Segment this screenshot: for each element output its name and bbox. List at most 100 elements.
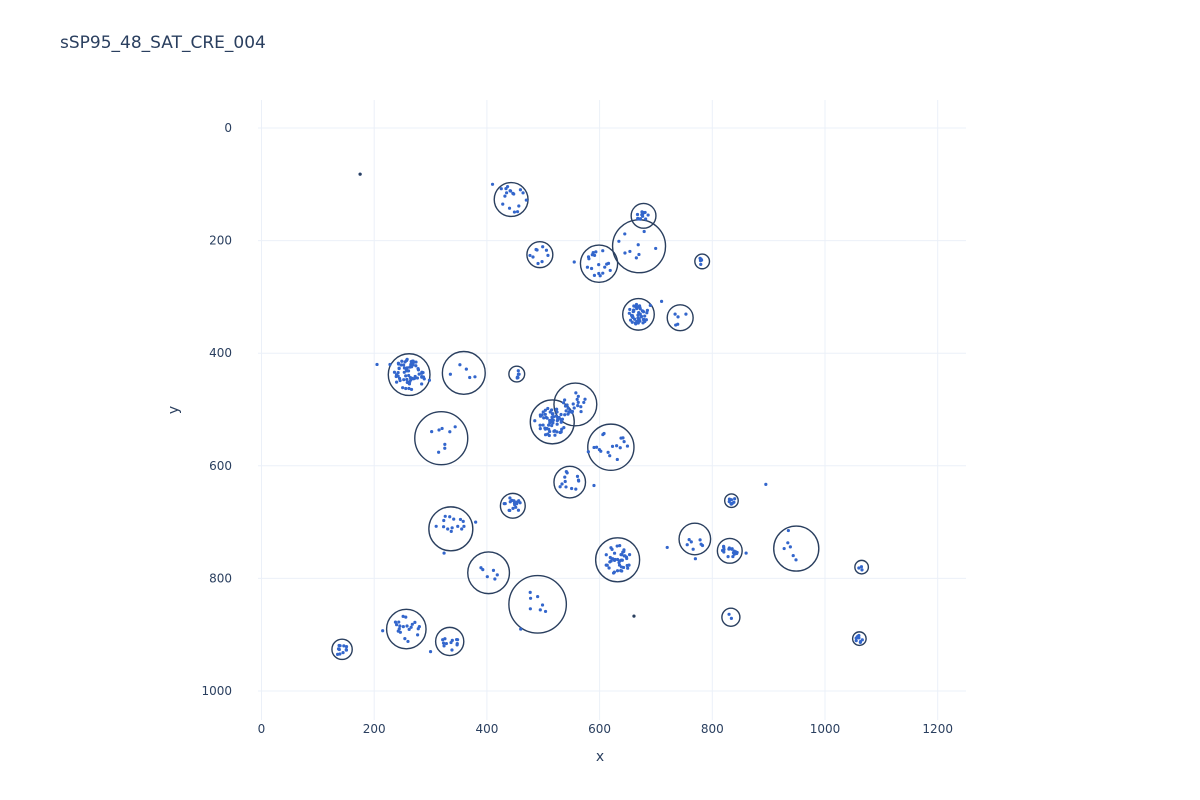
data-point xyxy=(594,445,599,449)
data-point xyxy=(517,204,521,208)
data-point xyxy=(401,625,405,629)
data-point xyxy=(427,378,432,382)
data-point xyxy=(731,554,735,559)
data-point xyxy=(381,629,385,633)
data-point xyxy=(646,213,650,217)
data-point xyxy=(538,427,542,431)
data-point xyxy=(617,239,621,243)
data-point xyxy=(542,416,546,420)
data-point xyxy=(394,380,399,384)
data-point xyxy=(514,505,518,509)
y-tick-label: 0 xyxy=(224,121,232,135)
data-point xyxy=(571,402,575,406)
data-point xyxy=(409,387,414,392)
data-point xyxy=(720,548,725,553)
data-point xyxy=(782,546,786,551)
data-point xyxy=(592,445,596,450)
data-point xyxy=(585,265,590,269)
data-point xyxy=(454,637,459,642)
data-point xyxy=(490,182,495,186)
y-tick-label: 600 xyxy=(209,459,232,473)
data-point xyxy=(410,359,415,363)
data-point xyxy=(612,558,617,563)
data-point xyxy=(563,404,568,408)
data-point xyxy=(396,370,400,375)
data-point xyxy=(417,625,421,629)
cluster-circle xyxy=(622,297,655,331)
data-point xyxy=(528,596,533,600)
y-tick-label: 200 xyxy=(209,234,232,248)
data-point xyxy=(434,524,438,528)
outlier-point xyxy=(358,172,362,176)
cluster-circle xyxy=(721,607,741,627)
cluster-circle xyxy=(385,608,427,650)
x-tick-label: 400 xyxy=(475,722,498,736)
data-point xyxy=(640,309,645,313)
data-point xyxy=(628,249,632,254)
data-point xyxy=(612,570,617,574)
data-point xyxy=(638,312,642,316)
data-point xyxy=(636,316,640,320)
data-point xyxy=(515,376,519,380)
data-point xyxy=(619,436,623,440)
data-point xyxy=(540,603,545,607)
data-point xyxy=(555,410,559,414)
data-point xyxy=(553,433,557,437)
cluster-circle xyxy=(499,492,526,519)
data-point xyxy=(450,648,454,652)
data-point xyxy=(699,257,703,261)
cluster-circle xyxy=(414,411,469,466)
data-point xyxy=(627,563,631,567)
data-point xyxy=(727,612,731,616)
data-point xyxy=(687,538,691,542)
data-point xyxy=(508,500,512,504)
data-point xyxy=(499,187,503,191)
data-point xyxy=(561,401,566,405)
data-point xyxy=(622,440,626,444)
data-point xyxy=(592,273,597,277)
data-point xyxy=(485,575,489,579)
data-point xyxy=(448,372,452,376)
data-point xyxy=(764,482,768,486)
data-point xyxy=(481,568,485,572)
data-point xyxy=(636,243,640,247)
x-tick-labels: 0 200 400 600 800 1000 1200 xyxy=(258,722,953,736)
data-point xyxy=(461,519,465,523)
data-point xyxy=(493,577,497,581)
data-point xyxy=(515,500,519,504)
data-point xyxy=(538,423,542,427)
data-point xyxy=(645,308,650,312)
data-point xyxy=(625,556,629,561)
data-point xyxy=(519,627,523,631)
data-point xyxy=(452,517,456,521)
data-point xyxy=(576,400,580,404)
data-point xyxy=(543,408,547,412)
data-point xyxy=(632,308,636,312)
data-point xyxy=(416,633,420,637)
data-point xyxy=(449,640,453,645)
data-point xyxy=(574,391,578,395)
cluster-circle xyxy=(467,551,511,595)
data-point xyxy=(554,414,558,418)
data-point xyxy=(618,544,622,548)
data-point xyxy=(536,261,540,266)
data-point xyxy=(631,315,635,320)
data-point xyxy=(560,417,565,421)
data-point xyxy=(597,271,601,276)
data-point xyxy=(550,418,554,422)
data-point xyxy=(344,645,349,649)
data-point xyxy=(572,260,576,264)
data-point xyxy=(577,479,581,483)
data-point xyxy=(639,315,643,319)
data-point xyxy=(560,482,564,486)
data-point xyxy=(560,427,564,431)
data-point xyxy=(854,639,858,643)
data-point xyxy=(399,363,403,367)
data-point xyxy=(642,229,646,234)
data-point xyxy=(579,409,583,414)
data-point xyxy=(501,202,505,206)
data-point xyxy=(545,416,549,420)
data-point xyxy=(786,528,790,533)
data-point xyxy=(636,217,640,221)
